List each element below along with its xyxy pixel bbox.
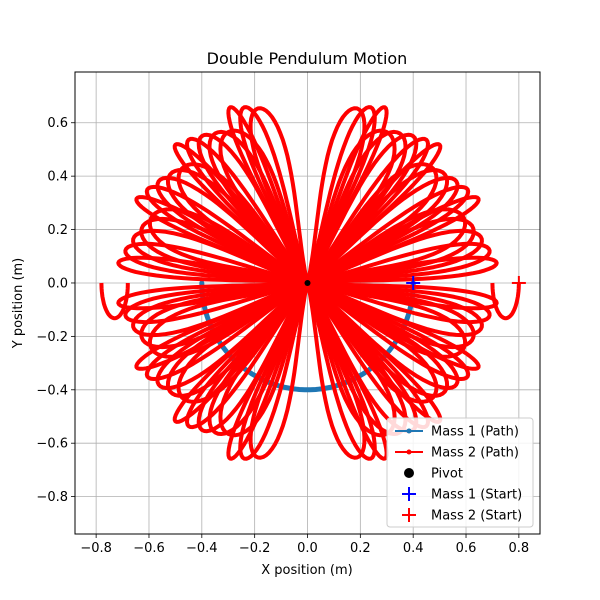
mass2-path-line bbox=[99, 282, 130, 321]
x-axis-ticks: −0.8 −0.6 −0.4 −0.2 0.0 0.2 0.4 0.6 0.8 bbox=[80, 534, 529, 556]
mass2-path-group bbox=[99, 105, 521, 461]
x-tick-label: 0.0 bbox=[297, 541, 318, 556]
x-tick-label: −0.2 bbox=[239, 541, 271, 556]
plot-area bbox=[99, 105, 526, 461]
y-tick-label: −0.8 bbox=[36, 490, 68, 505]
legend-marker-handle bbox=[406, 449, 412, 455]
legend-label: Mass 1 (Start) bbox=[431, 488, 522, 503]
mass2-path-line bbox=[490, 282, 521, 321]
x-tick-label: 0.6 bbox=[456, 541, 477, 556]
y-tick-label: 0.0 bbox=[47, 276, 68, 291]
x-tick-label: 0.8 bbox=[509, 541, 530, 556]
y-tick-label: 0.6 bbox=[47, 116, 68, 131]
y-tick-label: −0.2 bbox=[36, 330, 68, 345]
legend-label: Pivot bbox=[431, 467, 463, 482]
legend-label: Mass 2 (Path) bbox=[431, 446, 519, 461]
y-axis-ticks: −0.8 −0.6 −0.4 −0.2 0.0 0.2 0.4 0.6 bbox=[36, 116, 75, 505]
x-tick-label: 0.4 bbox=[403, 541, 424, 556]
series-layer bbox=[99, 105, 526, 461]
mass2-path-line bbox=[248, 281, 310, 460]
legend-marker-handle bbox=[406, 428, 412, 434]
x-tick-label: −0.4 bbox=[186, 541, 218, 556]
legend-label: Mass 2 (Start) bbox=[431, 509, 522, 524]
y-tick-label: −0.4 bbox=[36, 383, 68, 398]
x-tick-label: 0.2 bbox=[350, 541, 371, 556]
y-tick-label: 0.4 bbox=[47, 170, 68, 185]
pivot-marker bbox=[304, 279, 311, 286]
legend-label: Mass 1 (Path) bbox=[431, 425, 519, 440]
mass2-path-line bbox=[305, 281, 367, 460]
mass2-path-line bbox=[305, 106, 367, 285]
legend: Mass 1 (Path) Mass 2 (Path) Pivot Mass 1 (S… bbox=[386, 417, 534, 528]
y-tick-label: 0.2 bbox=[47, 223, 68, 238]
x-axis-label: X position (m) bbox=[261, 563, 352, 578]
y-tick-label: −0.6 bbox=[36, 437, 68, 452]
legend-box bbox=[386, 417, 534, 528]
x-tick-label: −0.8 bbox=[80, 541, 112, 556]
x-tick-label: −0.6 bbox=[133, 541, 165, 556]
chart-title: Double Pendulum Motion bbox=[207, 49, 408, 68]
legend-marker-handle bbox=[404, 468, 414, 478]
y-axis-label: Y position (m) bbox=[11, 258, 26, 350]
mass2-path-line bbox=[248, 106, 310, 285]
